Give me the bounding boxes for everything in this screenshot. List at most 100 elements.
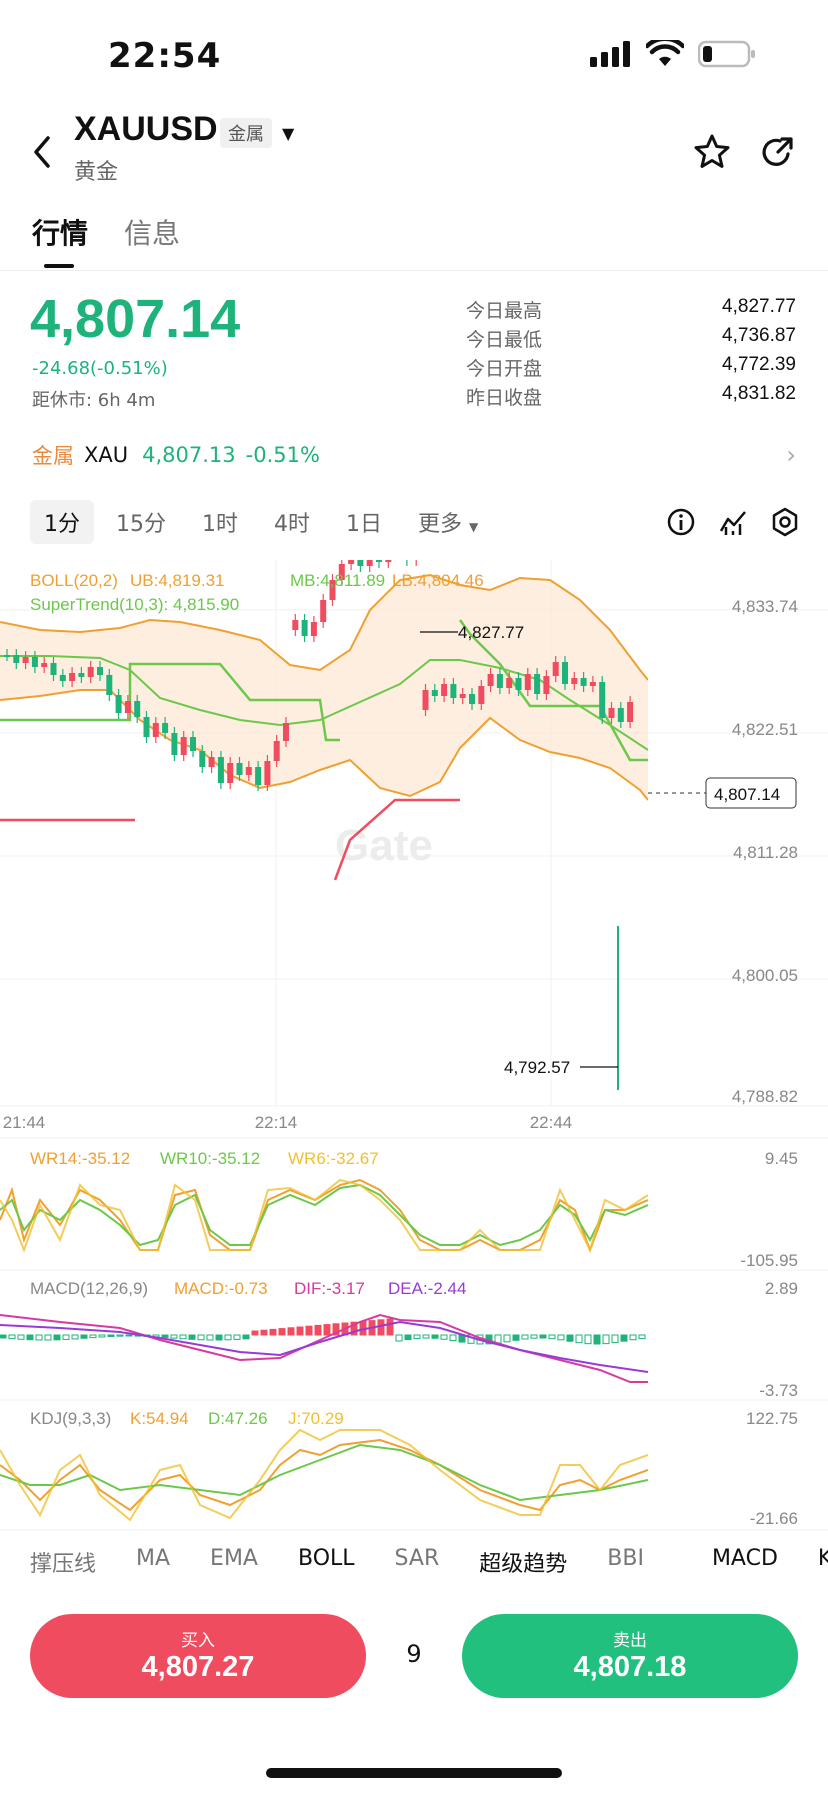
macd-bar bbox=[242, 1334, 250, 1340]
settings-icon[interactable] bbox=[770, 507, 800, 537]
info-icon[interactable] bbox=[666, 507, 696, 537]
chevron-right-icon[interactable]: › bbox=[786, 441, 796, 469]
stat-value: 4,736.87 bbox=[722, 325, 796, 346]
metal-price: 4,807.13 bbox=[142, 443, 236, 467]
candle-body bbox=[617, 708, 624, 722]
ind-tab-support[interactable]: 撑压线 bbox=[30, 1552, 97, 1577]
symbol-name: 黄金 bbox=[74, 160, 119, 185]
candle-body bbox=[506, 678, 513, 688]
ind-tab-ma[interactable]: MA bbox=[136, 1546, 171, 1571]
candle-body bbox=[562, 662, 568, 684]
ind-tab-boll[interactable]: BOLL bbox=[297, 1546, 355, 1571]
category-tag[interactable]: 金属 bbox=[220, 118, 272, 148]
candle-body bbox=[31, 657, 38, 667]
interval-1d[interactable]: 1日 bbox=[346, 512, 382, 537]
interval-1h[interactable]: 1时 bbox=[202, 512, 238, 537]
macd-bar bbox=[611, 1334, 619, 1344]
home-indicator[interactable] bbox=[266, 1768, 562, 1778]
symbol-title[interactable]: XAUUSD bbox=[74, 110, 218, 148]
sell-button[interactable]: 卖出 4,807.18 bbox=[462, 1614, 798, 1698]
macd-bar bbox=[629, 1334, 637, 1341]
low-label: 4,792.57 bbox=[504, 1058, 570, 1077]
ind-tab-sar[interactable]: SAR bbox=[394, 1546, 440, 1571]
x-tick: 22:44 bbox=[530, 1113, 573, 1132]
kline-chart[interactable]: Gate 4,827.77 4,792.57 4,807.14 4,833.74… bbox=[0, 560, 828, 1535]
sell-price: 4,807.18 bbox=[573, 1651, 687, 1683]
candle-body bbox=[366, 560, 373, 566]
candle-body bbox=[171, 733, 178, 755]
macd-bar bbox=[35, 1334, 43, 1341]
ind-tab-bbi[interactable]: BBI bbox=[607, 1546, 644, 1571]
interval-more[interactable]: 更多 ▼ bbox=[404, 500, 492, 544]
macd-bar bbox=[8, 1334, 16, 1340]
watermark: Gate bbox=[335, 821, 433, 870]
candle-body bbox=[589, 682, 596, 686]
candle-body bbox=[106, 675, 113, 695]
macd-bar bbox=[566, 1334, 574, 1342]
current-price-label: 4,807.14 bbox=[714, 785, 780, 804]
candle-body bbox=[487, 674, 494, 686]
stat-label: 昨日收盘 bbox=[466, 387, 543, 409]
macd-bar bbox=[557, 1334, 565, 1341]
tab-info[interactable]: 信息 bbox=[124, 217, 181, 250]
macd-bar bbox=[71, 1334, 79, 1340]
candle-body bbox=[180, 737, 187, 755]
candle-body bbox=[431, 690, 438, 696]
macd-bar bbox=[251, 1330, 259, 1336]
back-arrow-icon[interactable] bbox=[28, 132, 58, 172]
macd-bar bbox=[188, 1334, 196, 1340]
interval-1m[interactable]: 1分 bbox=[30, 500, 94, 544]
ind-tab-supertrend[interactable]: 超级趋势 bbox=[479, 1552, 568, 1577]
ind-tab-kd[interactable]: KD bbox=[817, 1546, 828, 1571]
related-metal-row[interactable]: 金属 XAU 4,807.13 -0.51% › bbox=[32, 440, 796, 470]
macd-bar bbox=[260, 1329, 268, 1336]
buy-button[interactable]: 买入 4,807.27 bbox=[30, 1614, 366, 1698]
candle-body bbox=[22, 657, 29, 663]
supertrend-red bbox=[0, 798, 460, 881]
legend-mb: MB:4,811.89 bbox=[290, 571, 385, 590]
candle-body bbox=[115, 695, 122, 713]
macd-bar bbox=[161, 1334, 169, 1338]
wifi-icon bbox=[646, 40, 684, 66]
candle-body bbox=[134, 701, 141, 717]
candle-body bbox=[459, 694, 466, 698]
status-icons bbox=[590, 40, 756, 68]
tab-market[interactable]: 行情 bbox=[32, 212, 88, 268]
dropdown-caret-icon[interactable]: ▼ bbox=[282, 124, 295, 143]
ind-tab-ema[interactable]: EMA bbox=[210, 1546, 258, 1571]
candle-body bbox=[338, 564, 345, 580]
ind-tab-macd[interactable]: MACD bbox=[711, 1546, 778, 1571]
indicator-icon[interactable] bbox=[718, 507, 748, 537]
candle-body bbox=[217, 757, 224, 783]
candle-body bbox=[255, 767, 262, 785]
wr-legend-10: WR10:-35.12 bbox=[160, 1149, 260, 1168]
macd-bar bbox=[206, 1334, 214, 1341]
candle-body bbox=[524, 674, 531, 690]
candle-body bbox=[264, 761, 271, 785]
star-icon[interactable] bbox=[692, 132, 732, 172]
candle-body bbox=[357, 560, 364, 566]
legend-lb: LB:4,804.46 bbox=[392, 571, 484, 590]
stat-value: 4,772.39 bbox=[722, 354, 796, 375]
macd-bar bbox=[98, 1334, 106, 1338]
y-tick: 4,833.74 bbox=[732, 597, 798, 616]
x-tick: 22:14 bbox=[255, 1113, 298, 1132]
divider bbox=[0, 270, 828, 271]
macd-bar bbox=[530, 1334, 538, 1339]
share-icon[interactable] bbox=[758, 132, 798, 172]
macd-bottom: -3.73 bbox=[759, 1381, 798, 1400]
macd-legend-dea: DEA:-2.44 bbox=[388, 1279, 466, 1298]
candle-body bbox=[310, 622, 317, 636]
macd-bar bbox=[431, 1334, 439, 1339]
macd-bar bbox=[386, 1318, 394, 1336]
interval-15m[interactable]: 15分 bbox=[116, 512, 166, 537]
wr-legend-14: WR14:-35.12 bbox=[30, 1149, 130, 1168]
macd-bar bbox=[575, 1334, 583, 1344]
macd-bar bbox=[179, 1334, 187, 1340]
interval-4h[interactable]: 4时 bbox=[274, 512, 310, 537]
kdj-k-line bbox=[0, 1438, 648, 1512]
kdj-legend-k: K:54.94 bbox=[130, 1409, 189, 1428]
macd-bar bbox=[539, 1334, 547, 1339]
legend-boll: BOLL(20,2) bbox=[30, 571, 118, 590]
kdj-top: 122.75 bbox=[746, 1409, 798, 1428]
